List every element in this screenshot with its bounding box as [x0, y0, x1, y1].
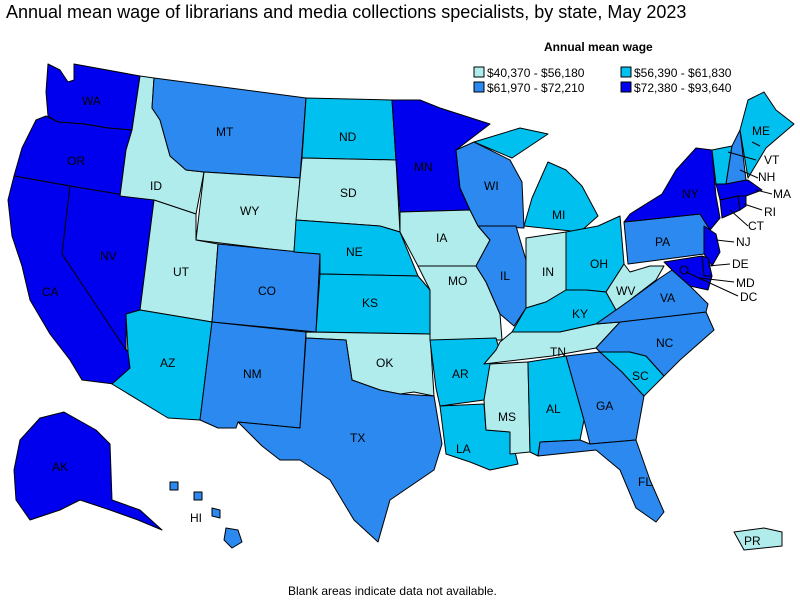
- label-mn: MN: [414, 160, 433, 174]
- label-ne: NE: [346, 245, 363, 259]
- label-mo: MO: [448, 274, 467, 288]
- label-me: ME: [752, 124, 770, 138]
- hawaii-island-kauai: [169, 481, 179, 491]
- state-il: [475, 225, 527, 327]
- label-oh: OH: [590, 257, 608, 271]
- hawaii-island-maui: [211, 507, 221, 519]
- label-wv: WV: [616, 284, 635, 298]
- legend-swatch-3: [473, 81, 485, 93]
- label-ca: CA: [42, 285, 59, 299]
- label-il: IL: [500, 269, 510, 283]
- label-al: AL: [546, 402, 561, 416]
- state-ny: [623, 147, 721, 231]
- state-fl: [537, 439, 665, 523]
- label-hi: HI: [190, 511, 202, 525]
- label-ks: KS: [362, 296, 378, 310]
- hawaii-island-oahu: [193, 491, 203, 501]
- label-sd: SD: [340, 186, 357, 200]
- state-nd: [301, 97, 397, 161]
- leader-dc: [685, 271, 739, 297]
- label-pa: PA: [655, 235, 670, 249]
- leader-nh: [739, 169, 759, 179]
- label-md: MD: [736, 276, 755, 290]
- legend-label-3: $61,970 - $72,210: [487, 81, 585, 95]
- label-ia: IA: [436, 231, 447, 245]
- legend-swatch-1: [473, 66, 485, 78]
- states-layer: [7, 63, 795, 551]
- label-az: AZ: [160, 356, 175, 370]
- leader-vt: [727, 151, 757, 161]
- legend-label-2: $56,390 - $61,830: [634, 66, 732, 80]
- state-ak: [13, 411, 163, 531]
- state-tx: [237, 337, 443, 543]
- label-id: ID: [150, 179, 162, 193]
- label-ky: KY: [572, 307, 588, 321]
- state-nj: [703, 225, 721, 267]
- legend: Annual mean wage $40,370 - $56,180 $56,3…: [473, 40, 732, 95]
- label-or: OR: [67, 154, 85, 168]
- legend-label-4: $72,380 - $93,640: [634, 81, 732, 95]
- label-de: DE: [732, 257, 749, 271]
- label-ut: UT: [173, 265, 190, 279]
- label-dc: DC: [740, 290, 758, 304]
- label-la: LA: [456, 442, 471, 456]
- legend-title: Annual mean wage: [544, 40, 653, 54]
- leader-ma: [755, 189, 773, 195]
- leader-de: [707, 263, 731, 267]
- label-tn: TN: [550, 345, 566, 359]
- label-nj: NJ: [736, 235, 751, 249]
- state-ma: [715, 179, 763, 201]
- label-mi: MI: [552, 208, 565, 222]
- label-ct: CT: [748, 219, 765, 233]
- label-ak: AK: [52, 460, 68, 474]
- label-wy: WY: [240, 204, 259, 218]
- label-ar: AR: [452, 367, 469, 381]
- state-me: [739, 91, 795, 179]
- state-labels: WA OR CA NV ID MT WY UT AZ CO NM ND SD N…: [42, 94, 791, 548]
- label-va: VA: [660, 291, 675, 305]
- label-in: IN: [542, 265, 554, 279]
- label-nh: NH: [758, 170, 775, 184]
- label-wi: WI: [484, 179, 499, 193]
- leader-ct: [729, 209, 749, 227]
- label-co: CO: [258, 284, 276, 298]
- label-nm: NM: [243, 367, 262, 381]
- leader-lines: [685, 141, 773, 297]
- label-ny: NY: [682, 187, 699, 201]
- label-ms: MS: [498, 410, 516, 424]
- label-ma: MA: [773, 187, 791, 201]
- state-hi: [169, 481, 243, 549]
- label-ga: GA: [596, 399, 613, 413]
- state-pr: [733, 527, 783, 551]
- leader-ri: [743, 203, 763, 211]
- state-wi: [455, 141, 525, 229]
- label-wa: WA: [82, 94, 101, 108]
- label-ri: RI: [764, 205, 776, 219]
- footnote: Blank areas indicate data not available.: [288, 584, 497, 598]
- leader-md: [699, 277, 735, 283]
- label-tx: TX: [350, 431, 365, 445]
- label-nc: NC: [656, 336, 674, 350]
- label-ok: OK: [376, 356, 393, 370]
- leader-nj: [715, 239, 735, 243]
- label-pr: PR: [744, 534, 761, 548]
- label-sc: SC: [632, 369, 649, 383]
- hawaii-island-big: [223, 527, 243, 549]
- label-nd: ND: [339, 130, 357, 144]
- legend-swatch-4: [620, 81, 632, 93]
- legend-swatch-2: [620, 66, 632, 78]
- label-mt: MT: [216, 125, 234, 139]
- label-vt: VT: [764, 153, 780, 167]
- state-wv: [605, 263, 665, 311]
- map-title: Annual mean wage of librarians and media…: [6, 2, 686, 22]
- leader-me: [751, 141, 761, 147]
- label-nv: NV: [100, 249, 117, 263]
- label-fl: FL: [638, 475, 652, 489]
- legend-label-1: $40,370 - $56,180: [487, 66, 585, 80]
